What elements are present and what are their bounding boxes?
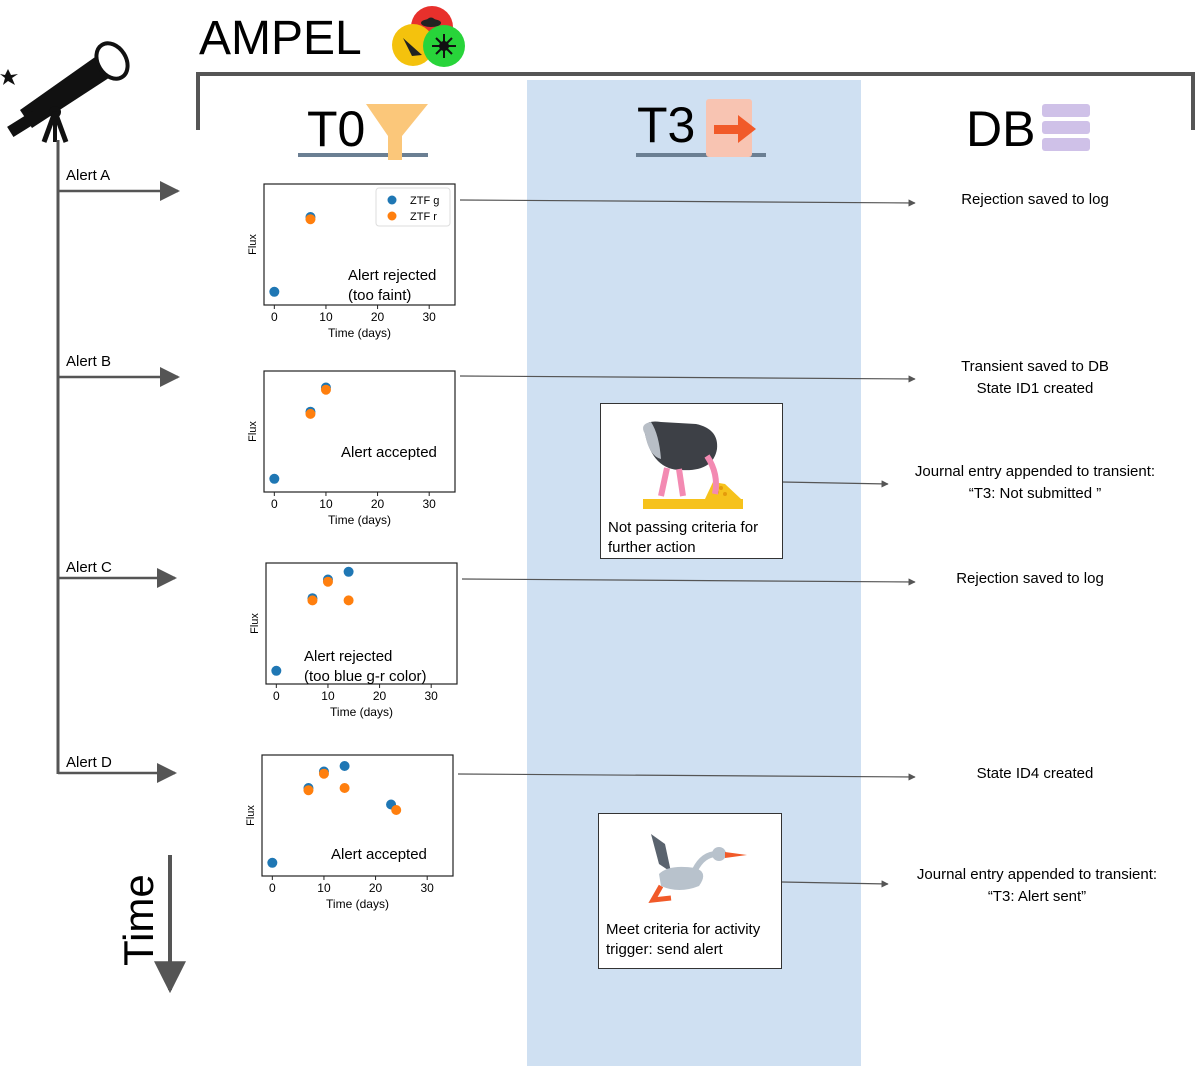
data-point — [343, 595, 354, 606]
t3-box-not-passing-line1: Not passing criteria for — [608, 519, 759, 536]
y-axis-label: Flux — [247, 234, 259, 255]
result-arrow-c — [461, 578, 916, 586]
data-point — [318, 768, 329, 779]
telescope-icon — [0, 41, 130, 143]
result-arrow-b — [459, 375, 916, 383]
data-point — [339, 783, 350, 793]
chart-annotation: (too blue g-r color) — [304, 668, 427, 685]
alert-d-chart: 0 10 20 30 Time (days) Flux Alert accepted — [245, 754, 454, 911]
t0-title: T0 — [307, 101, 366, 157]
export-icon — [706, 99, 756, 157]
data-point — [269, 286, 280, 297]
x-axis-label: Time (days) — [328, 326, 391, 340]
data-point — [271, 665, 282, 676]
chart-annotation: Alert rejected — [304, 648, 392, 665]
data-point — [307, 595, 318, 606]
chart-annotation: Alert rejected — [348, 267, 436, 284]
db-result-d: State ID4 created — [976, 765, 1094, 782]
alert-a-label: Alert A — [66, 167, 111, 184]
chart-annotation: Alert accepted — [341, 444, 437, 461]
t3-box-send-alert: Meet criteria for activity trigger: send… — [598, 813, 782, 969]
data-point — [305, 214, 316, 225]
alert-b-label: Alert B — [66, 353, 112, 370]
plot-frame — [265, 562, 458, 685]
x-axis-label: Time (days) — [330, 705, 393, 719]
x-axis-label: Time (days) — [328, 513, 391, 527]
db-journal-b: Journal entry appended to transient: “T3… — [914, 463, 1156, 502]
t3-box-not-passing-line2: further action — [608, 539, 696, 556]
alert-c-chart: 0 10 20 30 Time (days) Flux Alert rejected (too… — [249, 562, 458, 719]
x-tick-label: 10 — [319, 310, 333, 324]
funnel-icon — [366, 104, 428, 160]
alert-d-label: Alert D — [66, 754, 112, 771]
y-axis-label: Flux — [249, 613, 261, 634]
db-result-c: Rejection saved to log — [956, 570, 1104, 587]
x-tick-label: 0 — [269, 881, 276, 895]
x-tick-label: 10 — [321, 689, 335, 703]
chart-legend: ZTF g ZTF r — [375, 187, 451, 227]
data-point — [269, 473, 280, 484]
data-point — [305, 408, 316, 419]
x-tick-label: 30 — [425, 689, 439, 703]
x-tick-label: 0 — [273, 689, 280, 703]
alert-a-chart: 0 10 20 30 Time (days) Flux Alert rejected (too… — [247, 183, 456, 340]
t3-box-not-passing: Not passing criteria for further action — [600, 403, 783, 559]
stork-icon — [648, 834, 747, 904]
legend-label: ZTF g — [410, 195, 439, 207]
time-label: Time — [115, 874, 162, 966]
db-journal-d: Journal entry appended to transient: “T3… — [916, 866, 1158, 905]
x-axis-label: Time (days) — [326, 897, 389, 911]
database-icon — [1042, 104, 1090, 151]
y-axis-label: Flux — [245, 805, 257, 826]
ampel-logo-icon — [392, 6, 465, 67]
x-tick-label: 30 — [423, 310, 437, 324]
alert-c-label: Alert C — [66, 559, 112, 576]
alert-b-chart: 0 10 20 30 Time (days) Flux Alert accepted — [247, 370, 456, 527]
x-tick-label: 10 — [319, 497, 333, 511]
chart-annotation: (too faint) — [348, 287, 411, 304]
t3-box-send-alert-line2: trigger: send alert — [606, 941, 723, 958]
x-tick-label: 20 — [371, 497, 385, 511]
ampel-bracket — [196, 72, 1195, 130]
data-point — [303, 785, 314, 796]
x-tick-label: 30 — [423, 497, 437, 511]
data-point — [267, 857, 278, 868]
data-point — [339, 761, 350, 771]
t3-box-send-alert-line1: Meet criteria for activity — [606, 921, 761, 938]
plot-frame — [261, 754, 454, 877]
db-title: DB — [966, 101, 1036, 157]
legend-label: ZTF r — [410, 211, 437, 223]
chart-annotation: Alert accepted — [331, 846, 427, 863]
y-axis-label: Flux — [247, 421, 259, 442]
ostrich-icon — [643, 421, 743, 509]
result-arrow-d — [457, 773, 916, 781]
data-point — [343, 566, 354, 577]
x-tick-label: 10 — [317, 881, 331, 895]
legend-marker — [387, 195, 397, 205]
legend-marker — [387, 211, 397, 221]
db-result-b: Transient saved to DB State ID1 created — [961, 358, 1109, 397]
x-tick-label: 20 — [369, 881, 383, 895]
x-tick-label: 0 — [271, 497, 278, 511]
result-arrow-d-journal — [781, 880, 889, 888]
data-point — [320, 384, 331, 395]
data-point — [391, 805, 402, 815]
app-title: AMPEL — [199, 12, 362, 65]
result-arrow-b-journal — [781, 480, 889, 488]
db-result-a: Rejection saved to log — [961, 191, 1109, 208]
t3-title: T3 — [637, 97, 696, 153]
x-tick-label: 30 — [421, 881, 435, 895]
x-tick-label: 0 — [271, 310, 278, 324]
data-point — [322, 576, 333, 587]
x-tick-label: 20 — [373, 689, 387, 703]
plot-frame — [263, 370, 456, 493]
x-tick-label: 20 — [371, 310, 385, 324]
result-arrow-a — [459, 199, 916, 207]
